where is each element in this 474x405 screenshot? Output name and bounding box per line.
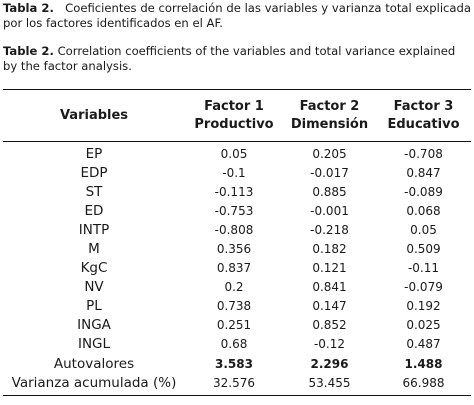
factor-2-value: -0.218 bbox=[310, 222, 349, 237]
factor-2-value: -0.001 bbox=[310, 203, 349, 218]
factor-3-value: 0.487 bbox=[406, 337, 441, 352]
factor-1-value: -0.1 bbox=[222, 165, 246, 180]
header-variables: Variables bbox=[59, 107, 129, 123]
variable-name: KgC bbox=[80, 260, 108, 277]
table-row: EDP -0.1 -0.017 0.847 bbox=[3, 163, 471, 182]
caption-english-label: Table 2. bbox=[3, 44, 54, 58]
cumulative-variance-label: Varianza acumulada (%) bbox=[11, 374, 177, 391]
factor-3-value: -0.11 bbox=[407, 261, 440, 276]
correlation-table: Variables Factor 1 Productivo Factor 2 Dim… bbox=[3, 90, 471, 392]
factor-1-value: 0.68 bbox=[220, 337, 248, 352]
factor-2-value: -0.12 bbox=[313, 337, 346, 352]
factor-3-value: 0.509 bbox=[406, 242, 441, 257]
variable-name: NV bbox=[84, 279, 104, 296]
factor-2-value: 0.885 bbox=[312, 184, 347, 199]
header-factor-1: Factor 1 Productivo bbox=[194, 98, 274, 132]
factor-1-value: 0.2 bbox=[224, 280, 244, 295]
table-row: KgC 0.837 0.121 -0.11 bbox=[3, 259, 471, 278]
variable-name: PL bbox=[86, 298, 102, 315]
caption-spanish-text: Coeficientes de correlación de las varia… bbox=[3, 1, 471, 30]
caption-spanish: Tabla 2. Coeficientes de correlación de … bbox=[3, 1, 471, 31]
eigenvalues-row: Autovalores 3.583 2.296 1.488 bbox=[3, 354, 471, 373]
table-row: M 0.356 0.182 0.509 bbox=[3, 239, 471, 258]
table-bottom-rule bbox=[3, 395, 471, 396]
table-row: EP 0.05 0.205 -0.708 bbox=[3, 141, 471, 163]
factor-3-value: 0.025 bbox=[406, 318, 441, 333]
factor-2-value: 0.852 bbox=[312, 318, 347, 333]
factor-3-value: 0.05 bbox=[410, 222, 437, 237]
variable-name: EP bbox=[85, 145, 103, 162]
table-row: ST -0.113 0.885 -0.089 bbox=[3, 182, 471, 201]
factor-2-value: 0.182 bbox=[312, 242, 347, 257]
factor-2-value: 0.121 bbox=[312, 261, 347, 276]
variable-name: M bbox=[88, 241, 100, 258]
factor-1-value: -0.113 bbox=[214, 184, 254, 199]
table-row: NV 0.2 0.841 -0.079 bbox=[3, 278, 471, 297]
table-header-rule bbox=[3, 141, 471, 142]
variable-name: EDP bbox=[80, 164, 108, 181]
table-row: PL 0.738 0.147 0.192 bbox=[3, 297, 471, 316]
cumulative-variance-row: Varianza acumulada (%) 32.576 53.455 66.… bbox=[3, 373, 471, 392]
eigenvalues-label: Autovalores bbox=[53, 355, 135, 372]
factor-2-value: 0.205 bbox=[312, 146, 347, 161]
factor-3-value: -0.708 bbox=[404, 146, 443, 161]
caption-spanish-label: Tabla 2. bbox=[3, 1, 54, 15]
caption-english: Table 2. Correlation coefficients of the… bbox=[3, 44, 471, 74]
table-row: INTP -0.808 -0.218 0.05 bbox=[3, 220, 471, 239]
variable-name: ED bbox=[84, 202, 104, 219]
factor-3-value: 0.192 bbox=[406, 299, 441, 314]
eigenvalue-factor-3: 1.488 bbox=[404, 356, 443, 371]
table-row: INGL 0.68 -0.12 0.487 bbox=[3, 335, 471, 354]
factor-1-value: -0.808 bbox=[214, 222, 254, 237]
eigenvalue-factor-1: 3.583 bbox=[215, 356, 253, 371]
factor-2-value: 0.841 bbox=[312, 280, 347, 295]
table-row: INGA 0.251 0.852 0.025 bbox=[3, 316, 471, 335]
factor-1-value: 0.251 bbox=[216, 318, 252, 333]
factor-3-value: -0.079 bbox=[404, 280, 443, 295]
variable-name: INGL bbox=[77, 336, 111, 353]
factor-1-value: -0.753 bbox=[214, 203, 254, 218]
table-top-rule bbox=[3, 89, 471, 90]
factor-3-value: 0.068 bbox=[406, 203, 441, 218]
table-row: ED -0.753 -0.001 0.068 bbox=[3, 201, 471, 220]
factor-1-value: 0.05 bbox=[220, 146, 248, 161]
factor-1-value: 0.356 bbox=[216, 242, 252, 257]
factor-3-value: -0.089 bbox=[404, 184, 443, 199]
header-factor-3: Factor 3 Educativo bbox=[387, 98, 460, 132]
header-factor-2: Factor 2 Dimensión bbox=[290, 98, 369, 132]
table-header-row: Variables Factor 1 Productivo Factor 2 Dim… bbox=[3, 90, 471, 141]
factor-1-value: 0.837 bbox=[216, 261, 252, 276]
variable-name: INGA bbox=[77, 317, 111, 334]
caption-english-text: Correlation coefficients of the variable… bbox=[3, 44, 456, 73]
factor-2-value: 0.147 bbox=[312, 299, 347, 314]
factor-2-value: -0.017 bbox=[310, 165, 349, 180]
variable-name: ST bbox=[85, 183, 103, 200]
factor-3-value: 0.847 bbox=[406, 165, 441, 180]
factor-1-value: 0.738 bbox=[216, 299, 252, 314]
cumulative-variance-factor-2: 53.455 bbox=[308, 375, 351, 390]
variable-name: INTP bbox=[78, 221, 110, 238]
cumulative-variance-factor-3: 66.988 bbox=[402, 375, 445, 390]
cumulative-variance-factor-1: 32.576 bbox=[213, 375, 255, 390]
eigenvalue-factor-2: 2.296 bbox=[310, 356, 349, 371]
